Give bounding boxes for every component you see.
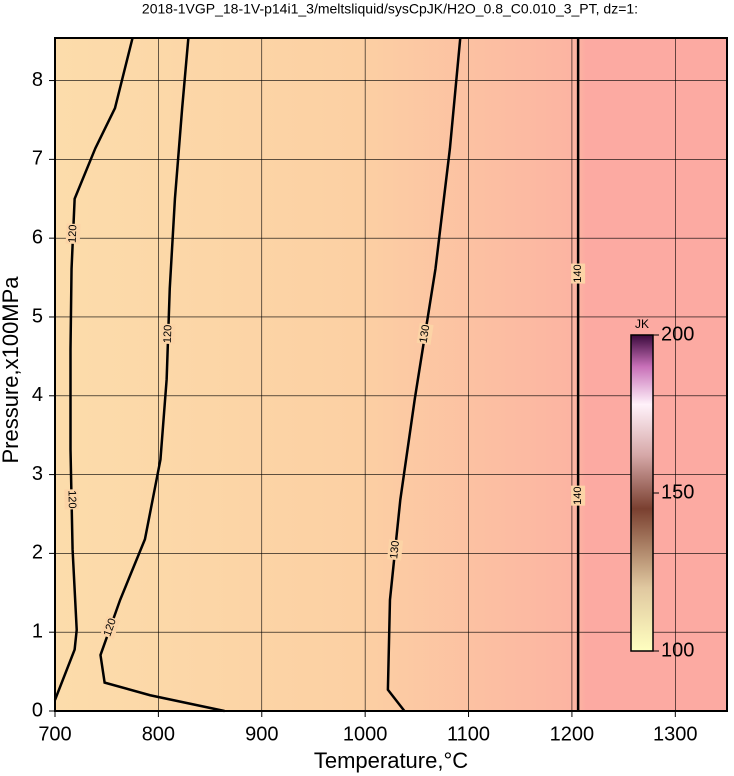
y-tick-label: 1 <box>32 620 43 642</box>
contour-label: 130 <box>388 540 402 559</box>
y-tick-label: 5 <box>32 305 43 327</box>
plot-area <box>55 38 727 711</box>
contour-label: 120 <box>162 325 175 344</box>
contour-label: 120 <box>101 617 118 638</box>
x-tick-label: 700 <box>38 723 71 745</box>
x-tick-label: 900 <box>245 723 278 745</box>
contour-line <box>99 37 225 713</box>
x-tick-label: 1300 <box>653 723 698 745</box>
y-tick-label: 0 <box>32 699 43 721</box>
y-tick-label: 7 <box>32 148 43 170</box>
contour-label-bg <box>100 615 121 640</box>
contour-label-bg <box>64 489 79 510</box>
chart-title: 2018-1VGP_18-1V-p14i1_3/meltsliquid/sysC… <box>142 1 638 17</box>
contour-label-bg <box>571 263 586 284</box>
contour-label: 120 <box>67 224 80 243</box>
colorbar-tick-label: 150 <box>661 481 694 503</box>
contour-label: 140 <box>572 264 584 282</box>
y-tick-label: 6 <box>32 226 43 248</box>
contour-label-bg <box>571 485 586 506</box>
colorbar-tick-label: 200 <box>661 323 694 345</box>
contour-label-bg <box>160 323 176 345</box>
x-tick-label: 1200 <box>550 723 595 745</box>
y-axis-label: Pressure,x100MPa <box>0 276 23 464</box>
plot-frame <box>54 37 728 712</box>
contour-label-bg <box>416 322 434 345</box>
x-axis-label: Temperature,°C <box>314 748 468 773</box>
y-tick-label: 4 <box>32 384 43 406</box>
x-tick-label: 800 <box>142 723 175 745</box>
contour-label-bg <box>65 223 81 245</box>
x-tick-label: 1100 <box>447 723 490 745</box>
contour-label: 120 <box>65 490 77 509</box>
contour-line <box>53 37 134 701</box>
colorbar-tick-label: 100 <box>661 639 694 661</box>
colorbar-title: JK <box>635 317 649 331</box>
y-tick-label: 8 <box>32 69 43 91</box>
contour-label: 140 <box>572 486 584 504</box>
contour-label-bg <box>387 539 404 561</box>
x-tick-label: 1000 <box>343 723 388 745</box>
colorbar <box>630 334 654 652</box>
y-tick-label: 3 <box>32 463 43 485</box>
contour-line <box>386 37 462 712</box>
y-tick-label: 2 <box>32 542 43 564</box>
contour-label: 130 <box>418 324 433 344</box>
